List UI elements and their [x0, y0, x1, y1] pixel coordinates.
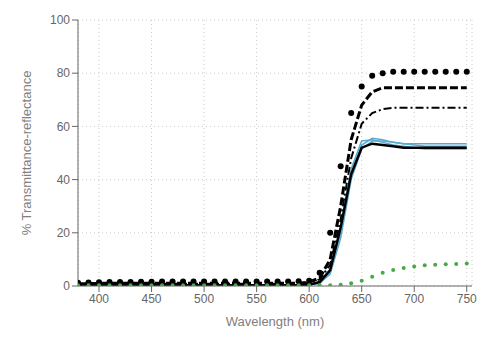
svg-text:400: 400 — [89, 292, 109, 306]
svg-text:700: 700 — [404, 292, 424, 306]
svg-text:100: 100 — [50, 13, 70, 27]
svg-text:% Transmittance-reflectance: % Transmittance-reflectance — [19, 71, 34, 236]
svg-text:Wavelength (nm): Wavelength (nm) — [226, 314, 325, 329]
svg-text:600: 600 — [299, 292, 319, 306]
svg-text:650: 650 — [352, 292, 372, 306]
svg-text:450: 450 — [142, 292, 162, 306]
svg-text:500: 500 — [194, 292, 214, 306]
svg-text:40: 40 — [57, 173, 71, 187]
svg-text:550: 550 — [247, 292, 267, 306]
svg-text:0: 0 — [63, 279, 70, 293]
svg-text:80: 80 — [57, 66, 71, 80]
svg-text:60: 60 — [57, 120, 71, 134]
svg-text:750: 750 — [457, 292, 477, 306]
svg-text:20: 20 — [57, 226, 71, 240]
